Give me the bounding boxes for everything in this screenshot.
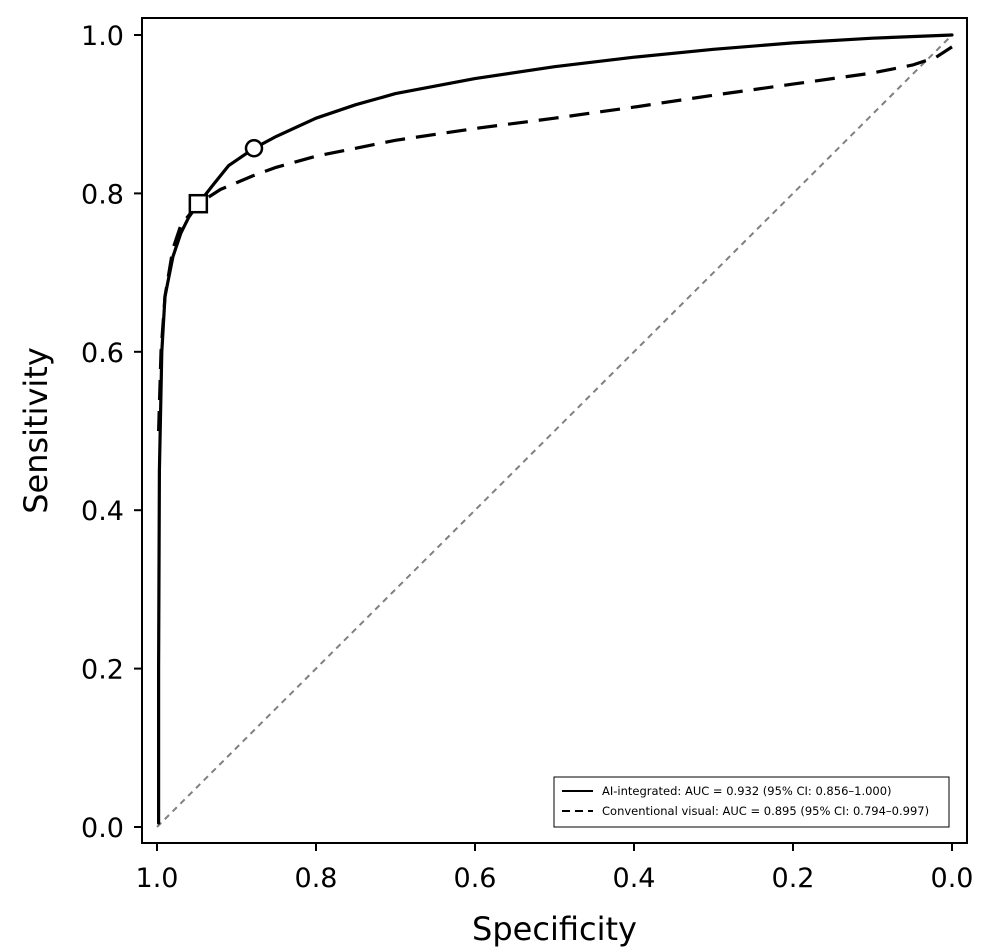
y-tick-label: 0.0 bbox=[81, 813, 124, 844]
plot-frame bbox=[141, 17, 968, 844]
marker-layer bbox=[188, 139, 264, 214]
y-axis-title: Sensitivity bbox=[17, 347, 55, 514]
x-axis-title: Specificity bbox=[472, 910, 637, 948]
y-tick-label: 0.8 bbox=[81, 179, 124, 210]
y-tick-label: 0.4 bbox=[81, 496, 124, 527]
x-ticks: 1.0 0.8 0.6 0.4 0.2 0.0 bbox=[136, 843, 974, 894]
y-tick-label: 0.6 bbox=[81, 338, 124, 369]
x-tick-label: 0.4 bbox=[613, 863, 656, 894]
x-tick-label: 0.8 bbox=[295, 863, 338, 894]
x-tick-label: 1.0 bbox=[136, 863, 179, 894]
y-ticks: 0.0 0.2 0.4 0.6 0.8 1.0 bbox=[81, 21, 142, 844]
legend-label-ai-integrated: AI-integrated: AUC = 0.932 (95% CI: 0.85… bbox=[602, 784, 892, 798]
legend-box bbox=[553, 776, 950, 828]
marker-circle-ai-integrated bbox=[244, 139, 264, 158]
x-tick-label: 0.2 bbox=[772, 863, 815, 894]
legend: AI-integrated: AUC = 0.932 (95% CI: 0.85… bbox=[553, 776, 950, 828]
y-tick-label: 1.0 bbox=[81, 21, 124, 52]
chance-diagonal-line bbox=[156, 34, 953, 828]
legend-label-conventional-visual: Conventional visual: AUC = 0.895 (95% CI… bbox=[602, 804, 929, 818]
reference-layer bbox=[156, 34, 953, 828]
y-tick-label: 0.2 bbox=[81, 655, 124, 686]
marker-square-conventional-visual bbox=[188, 193, 209, 214]
series-line-conventional-visual bbox=[157, 45, 953, 432]
x-tick-label: 0.0 bbox=[931, 863, 974, 894]
x-tick-label: 0.6 bbox=[454, 863, 497, 894]
